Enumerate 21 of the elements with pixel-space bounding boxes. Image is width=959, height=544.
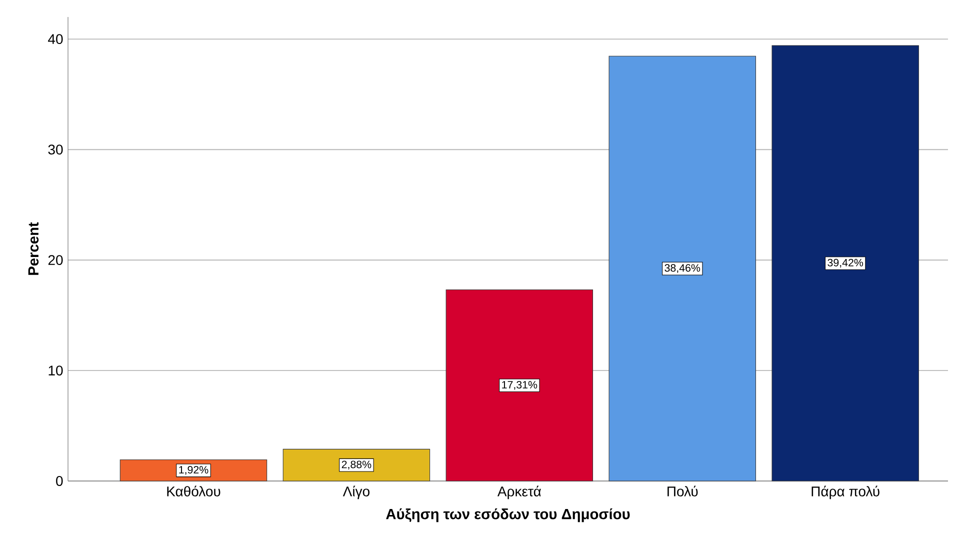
x-tick-label: Καθόλου <box>167 486 220 496</box>
y-tick-label: 0 <box>56 476 63 486</box>
bar <box>282 448 430 482</box>
bar <box>772 45 919 482</box>
x-tick-label: Πολύ <box>668 486 698 496</box>
x-tick-label: Λίγο <box>342 486 370 500</box>
bar <box>446 289 594 482</box>
y-tick-label: 10 <box>48 366 63 376</box>
x-tick-label: Αρκετά <box>497 486 541 500</box>
data-label: 39,42% <box>828 258 864 268</box>
data-label: 2,88% <box>342 460 372 470</box>
data-label: 38,46% <box>664 264 700 273</box>
y-tick-label: 40 <box>48 34 63 44</box>
bar <box>608 56 756 482</box>
x-axis-title: Αύξηση των εσόδων του Δημοσίου <box>386 508 630 522</box>
y-tick-label: 20 <box>48 255 63 266</box>
data-label: 17,31% <box>502 380 538 390</box>
y-tick-label: 30 <box>48 144 63 155</box>
x-tick-label: Πάρα πολύ <box>812 486 880 500</box>
y-axis-title: Percent <box>28 222 39 275</box>
data-label: 1,92% <box>179 466 208 475</box>
